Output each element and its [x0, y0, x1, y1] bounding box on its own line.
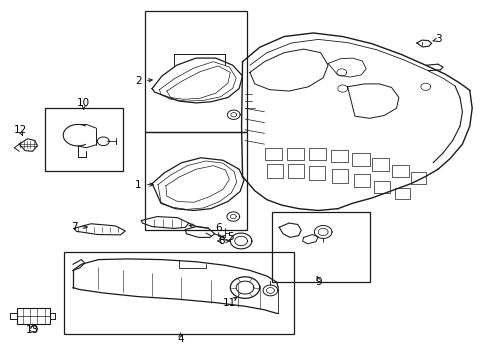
- Bar: [310, 166, 325, 180]
- Bar: [64, 252, 294, 334]
- Bar: [372, 158, 389, 171]
- Bar: [395, 188, 410, 199]
- Bar: [309, 148, 326, 160]
- Bar: [45, 108, 123, 171]
- Text: 12: 12: [14, 125, 27, 135]
- Bar: [267, 164, 283, 178]
- Text: 1: 1: [135, 180, 142, 190]
- Text: 4: 4: [177, 333, 184, 343]
- Text: 2: 2: [135, 76, 142, 86]
- Text: 9: 9: [315, 277, 321, 287]
- Bar: [265, 148, 282, 160]
- Text: 6: 6: [215, 224, 221, 233]
- Bar: [411, 172, 426, 184]
- Bar: [392, 165, 409, 177]
- Text: 13: 13: [26, 325, 39, 335]
- Bar: [145, 12, 247, 132]
- Text: 8: 8: [219, 236, 225, 246]
- Bar: [331, 149, 347, 162]
- Bar: [354, 174, 369, 187]
- Bar: [352, 153, 369, 166]
- Bar: [145, 132, 247, 230]
- Bar: [374, 181, 390, 193]
- Text: 11: 11: [223, 298, 236, 308]
- Text: 7: 7: [71, 222, 77, 231]
- Bar: [17, 308, 50, 324]
- Bar: [272, 212, 369, 282]
- Bar: [287, 148, 304, 160]
- Bar: [332, 169, 347, 183]
- Text: 10: 10: [77, 98, 90, 108]
- Text: 5: 5: [227, 232, 234, 242]
- Text: 3: 3: [435, 34, 442, 44]
- Bar: [288, 164, 304, 178]
